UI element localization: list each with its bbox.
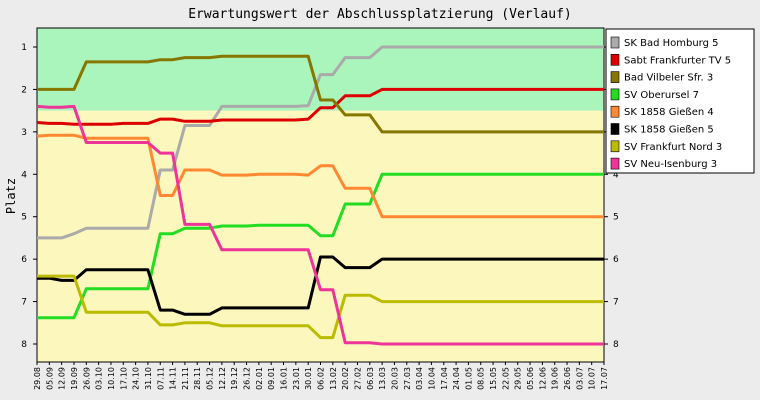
legend-swatch	[610, 88, 620, 101]
x-tick-label: 08.05	[477, 367, 486, 390]
x-tick-label: 22.05	[501, 367, 510, 390]
x-tick-label: 05.09	[45, 367, 54, 390]
series-line-3	[37, 54, 604, 134]
x-tick-label: 19.09	[70, 367, 79, 390]
series-line-4	[37, 172, 604, 320]
x-tick-label: 13.02	[329, 367, 338, 390]
x-tick-label: 21.11	[181, 367, 190, 390]
series-line-6	[37, 255, 604, 316]
y-axis-left: 1 2 3 4 5 6 7 8	[21, 43, 37, 350]
x-tick-label: 13.03	[378, 367, 387, 390]
legend-swatch	[610, 123, 620, 135]
legend-swatch	[610, 71, 620, 83]
series-line-1	[37, 45, 604, 240]
x-tick-label: 05.12	[206, 367, 215, 390]
x-tick-label: 27.03	[403, 367, 412, 390]
x-tick-label: 23.01	[292, 367, 301, 390]
y-tick-label-left: 6	[21, 255, 27, 265]
y-axis-label: Platz	[4, 178, 18, 214]
x-tick-label: 03.10	[95, 367, 104, 390]
x-tick-label: 03.04	[415, 367, 424, 390]
y-tick-label-left: 5	[21, 213, 27, 223]
series-line-2	[36, 87, 604, 126]
x-tick-label: 10.07	[588, 367, 597, 390]
series-line-7	[37, 274, 604, 340]
x-tick-label: 12.12	[218, 367, 227, 390]
x-tick-label: 15.05	[489, 367, 498, 390]
x-tick-label: 24.10	[132, 367, 141, 390]
x-tick-label: 17.07	[600, 367, 609, 390]
x-tick-label: 29.08	[33, 367, 42, 390]
x-tick-label: 24.04	[452, 367, 461, 390]
x-tick-label: 28.11	[193, 367, 202, 390]
x-tick-label: 19.06	[551, 367, 560, 390]
legend-label: SV Frankfurt Nord 3	[624, 142, 722, 153]
x-tick-label: 20.02	[341, 367, 350, 390]
x-tick-label: 01.05	[464, 367, 473, 390]
x-tick-label: 10.04	[427, 367, 436, 390]
y-tick-label-left: 2	[21, 85, 27, 95]
x-tick-label: 12.09	[58, 367, 67, 390]
x-tick-label: 30.01	[304, 367, 313, 390]
legend-label: Bad Vilbeler Sfr. 3	[624, 73, 713, 84]
x-tick-label: 17.10	[119, 367, 128, 390]
series-line-5	[36, 133, 604, 219]
x-tick-label: 20.03	[391, 367, 400, 390]
legend-swatch	[610, 105, 620, 118]
legend: SK Bad Homburg 5 Sabt Frankfurter TV 5 Bad…	[605, 28, 755, 174]
x-tick-label: 27.02	[354, 367, 363, 390]
legend-label: SV Oberursel 7	[624, 90, 699, 101]
series-line-8	[36, 104, 604, 346]
x-tick-label: 12.06	[538, 367, 547, 390]
x-tick-label: 26.06	[563, 367, 572, 390]
y-tick-label-right: 8	[613, 340, 619, 350]
legend-label: SK 1858 Gießen 4	[624, 107, 714, 118]
legend-swatch	[610, 53, 620, 66]
x-tick-label: 03.07	[575, 367, 584, 390]
y-tick-label-left: 3	[21, 128, 27, 138]
y-tick-label-right: 6	[613, 255, 619, 265]
y-tick-label-left: 7	[21, 298, 27, 308]
y-tick-label-right: 7	[613, 298, 619, 308]
legend-swatch	[610, 140, 620, 153]
x-tick-label: 17.04	[440, 367, 449, 390]
y-tick-label-right: 5	[613, 213, 619, 223]
x-tick-label: 10.10	[107, 367, 116, 390]
series-lines	[36, 45, 604, 346]
x-tick-label: 16.01	[280, 367, 289, 390]
legend-label: SK Bad Homburg 5	[624, 38, 719, 49]
legend-label: SK 1858 Gießen 5	[624, 125, 714, 136]
x-tick-label: 02.01	[255, 367, 264, 390]
y-tick-label-left: 1	[21, 43, 27, 53]
legend-label: SV Neu-Isenburg 3	[624, 159, 717, 170]
chart-title: Erwartungswert der Abschlussplatzierung …	[188, 7, 572, 22]
x-tick-label: 07.11	[156, 367, 165, 390]
legend-box	[605, 28, 755, 174]
y-tick-label-left: 4	[21, 170, 27, 180]
legend-swatch	[610, 36, 620, 49]
x-tick-label: 09.01	[267, 367, 276, 390]
x-axis: 29.08 05.09 12.09 19.09 26.09 03.10 10.10 17.10…	[33, 362, 609, 390]
x-tick-label: 19.12	[230, 367, 239, 390]
x-tick-label: 31.10	[144, 367, 153, 390]
x-tick-label: 06.02	[317, 367, 326, 390]
x-tick-label: 29.05	[514, 367, 523, 390]
x-tick-label: 26.09	[82, 367, 91, 390]
x-tick-label: 14.11	[169, 367, 178, 390]
x-tick-label: 06.03	[366, 367, 375, 390]
y-tick-label-right: 4	[613, 170, 619, 180]
x-tick-label: 26.12	[243, 367, 252, 390]
y-tick-label-left: 8	[21, 340, 27, 350]
x-tick-label: 05.06	[526, 367, 535, 390]
legend-swatch	[610, 157, 620, 170]
legend-label: Sabt Frankfurter TV 5	[624, 55, 731, 66]
